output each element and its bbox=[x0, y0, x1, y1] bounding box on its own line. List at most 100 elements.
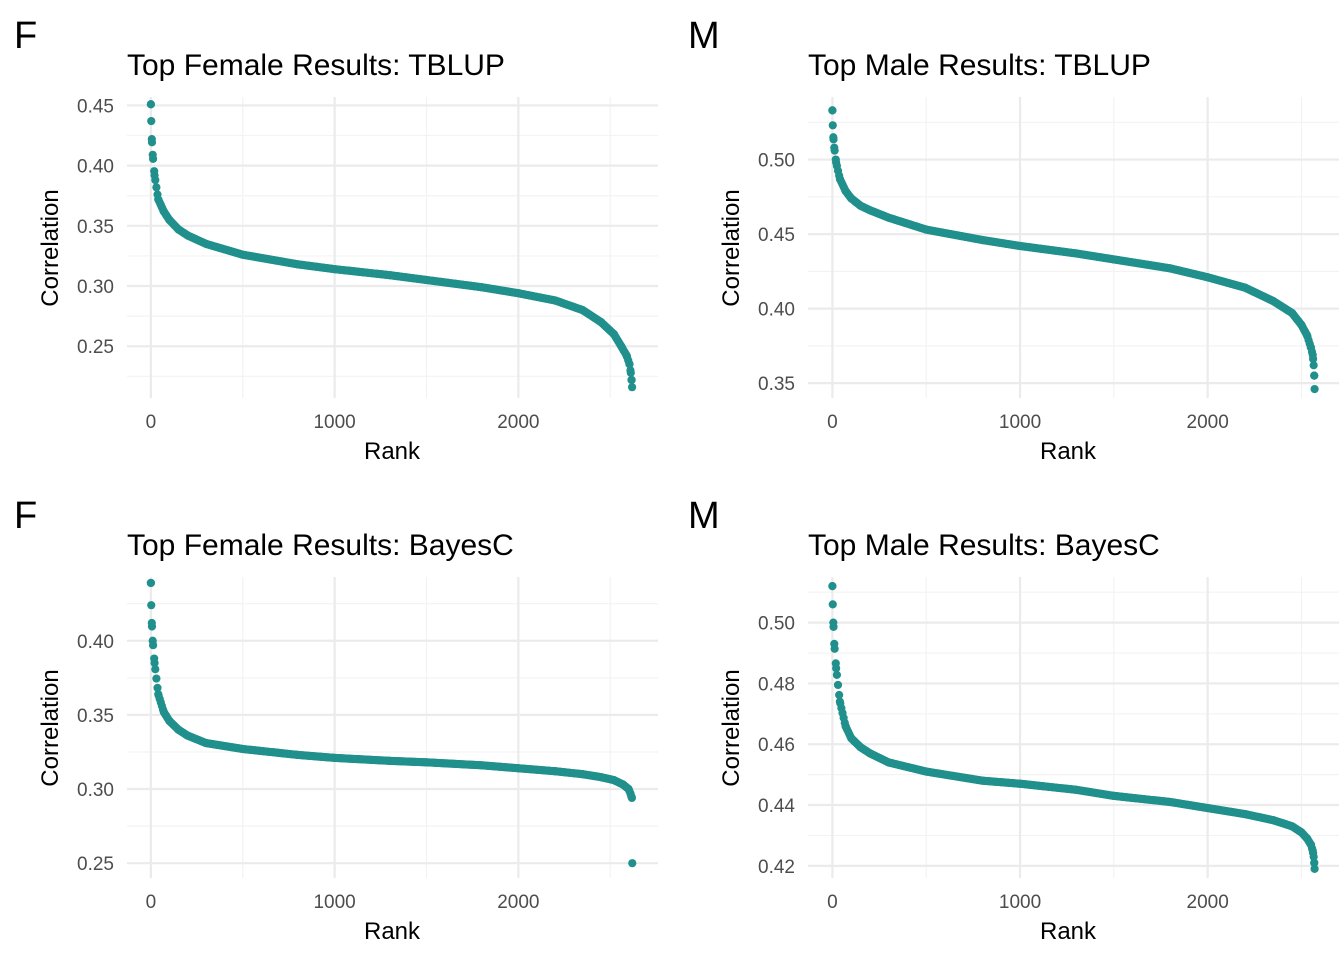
x-tick-label: 1000 bbox=[313, 892, 355, 913]
plot-area: 0 1000 2000 0.25 0.30 0.35 0.40 0.45 bbox=[77, 96, 658, 433]
x-tick-label: 1000 bbox=[999, 412, 1041, 433]
chart-title: Top Female Results: TBLUP bbox=[127, 49, 505, 82]
y-tick-label: 0.30 bbox=[77, 780, 114, 801]
x-tick-label: 0 bbox=[827, 412, 838, 433]
data-point bbox=[1303, 331, 1312, 340]
data-point bbox=[514, 764, 523, 773]
panel-female-bayesc: F Top Female Results: BayesC Rank Correl… bbox=[14, 495, 658, 945]
data-point bbox=[1310, 858, 1319, 867]
data-points bbox=[828, 582, 1319, 873]
y-tick-label: 0.48 bbox=[758, 674, 795, 695]
data-point bbox=[830, 639, 839, 648]
data-point bbox=[147, 135, 156, 144]
data-point bbox=[154, 690, 163, 699]
y-tick-label: 0.45 bbox=[758, 225, 795, 246]
data-point bbox=[551, 296, 560, 305]
y-tick-label: 0.25 bbox=[77, 854, 114, 875]
data-point bbox=[828, 106, 837, 115]
data-point bbox=[201, 738, 211, 748]
data-points bbox=[146, 100, 637, 392]
data-point bbox=[165, 215, 174, 224]
data-point bbox=[835, 697, 844, 706]
panel-tag: F bbox=[14, 15, 37, 57]
data-point bbox=[1269, 816, 1278, 825]
data-point bbox=[422, 758, 431, 767]
x-tick-label: 2000 bbox=[497, 892, 539, 913]
data-point bbox=[154, 195, 163, 204]
data-point bbox=[152, 674, 161, 683]
data-point bbox=[1166, 264, 1175, 273]
data-points bbox=[828, 106, 1319, 394]
y-axis-label: Correlation bbox=[718, 189, 745, 306]
data-point bbox=[627, 793, 637, 803]
data-point bbox=[1309, 852, 1318, 861]
data-point bbox=[832, 670, 841, 680]
y-axis-label: Correlation bbox=[37, 189, 64, 306]
data-point bbox=[514, 289, 523, 298]
data-point bbox=[1241, 283, 1250, 292]
data-point bbox=[183, 731, 192, 740]
panel-tag: M bbox=[688, 15, 720, 57]
data-point bbox=[1310, 864, 1319, 873]
data-point bbox=[828, 600, 837, 609]
y-tick-label: 0.45 bbox=[77, 96, 114, 117]
y-tick-label: 0.50 bbox=[758, 614, 795, 635]
data-point bbox=[146, 578, 155, 588]
data-point bbox=[847, 734, 856, 743]
panel-male-tblup: M Top Male Results: TBLUP Rank Correlati… bbox=[688, 15, 1339, 465]
data-point bbox=[1308, 846, 1317, 855]
y-tick-label: 0.35 bbox=[77, 706, 114, 727]
data-point bbox=[978, 776, 987, 785]
x-tick-label: 1000 bbox=[999, 892, 1041, 913]
data-point bbox=[159, 707, 168, 717]
data-point bbox=[1309, 361, 1318, 370]
data-point bbox=[828, 582, 837, 591]
chart-title: Top Male Results: TBLUP bbox=[808, 49, 1151, 82]
data-point bbox=[841, 186, 850, 195]
data-point bbox=[978, 235, 987, 245]
x-axis-label: Rank bbox=[364, 918, 421, 945]
data-point bbox=[829, 133, 838, 142]
y-tick-label: 0.30 bbox=[77, 277, 114, 298]
y-axis-label: Correlation bbox=[718, 669, 745, 786]
data-point bbox=[622, 351, 631, 360]
data-point bbox=[293, 260, 302, 269]
y-tick-label: 0.42 bbox=[758, 857, 795, 878]
data-point bbox=[1297, 320, 1306, 330]
data-point bbox=[596, 773, 606, 782]
data-point bbox=[1308, 350, 1317, 359]
data-point bbox=[1072, 249, 1081, 258]
data-point bbox=[1203, 273, 1212, 282]
data-point bbox=[578, 306, 587, 315]
data-point bbox=[628, 859, 637, 868]
y-tick-label: 0.50 bbox=[758, 151, 795, 172]
panel-male-bayesc: M Top Male Results: BayesC Rank Correlat… bbox=[688, 495, 1339, 945]
data-point bbox=[153, 683, 162, 693]
plot-area: 0 1000 2000 0.35 0.40 0.45 0.50 bbox=[758, 97, 1339, 433]
data-point bbox=[152, 183, 161, 192]
data-point bbox=[183, 231, 192, 240]
data-point bbox=[1109, 255, 1118, 264]
data-point bbox=[1287, 822, 1297, 831]
panel-female-tblup: F Top Female Results: TBLUP Rank Correla… bbox=[14, 15, 658, 465]
data-point bbox=[618, 780, 628, 789]
data-point bbox=[627, 375, 636, 385]
data-point bbox=[150, 658, 159, 668]
y-axis-label: Correlation bbox=[37, 669, 64, 786]
data-point bbox=[832, 158, 841, 167]
x-axis-label: Rank bbox=[1040, 918, 1097, 945]
data-point bbox=[596, 318, 606, 327]
data-point bbox=[828, 121, 837, 130]
data-point bbox=[147, 601, 156, 610]
x-tick-label: 2000 bbox=[497, 412, 539, 433]
data-point bbox=[626, 368, 635, 377]
data-point bbox=[422, 275, 431, 285]
data-point bbox=[922, 767, 931, 776]
data-point bbox=[165, 716, 174, 725]
data-point bbox=[1306, 343, 1315, 352]
data-point bbox=[238, 250, 247, 259]
data-point bbox=[293, 750, 302, 760]
data-point bbox=[856, 743, 865, 752]
data-point bbox=[385, 756, 394, 765]
data-point bbox=[578, 770, 587, 779]
